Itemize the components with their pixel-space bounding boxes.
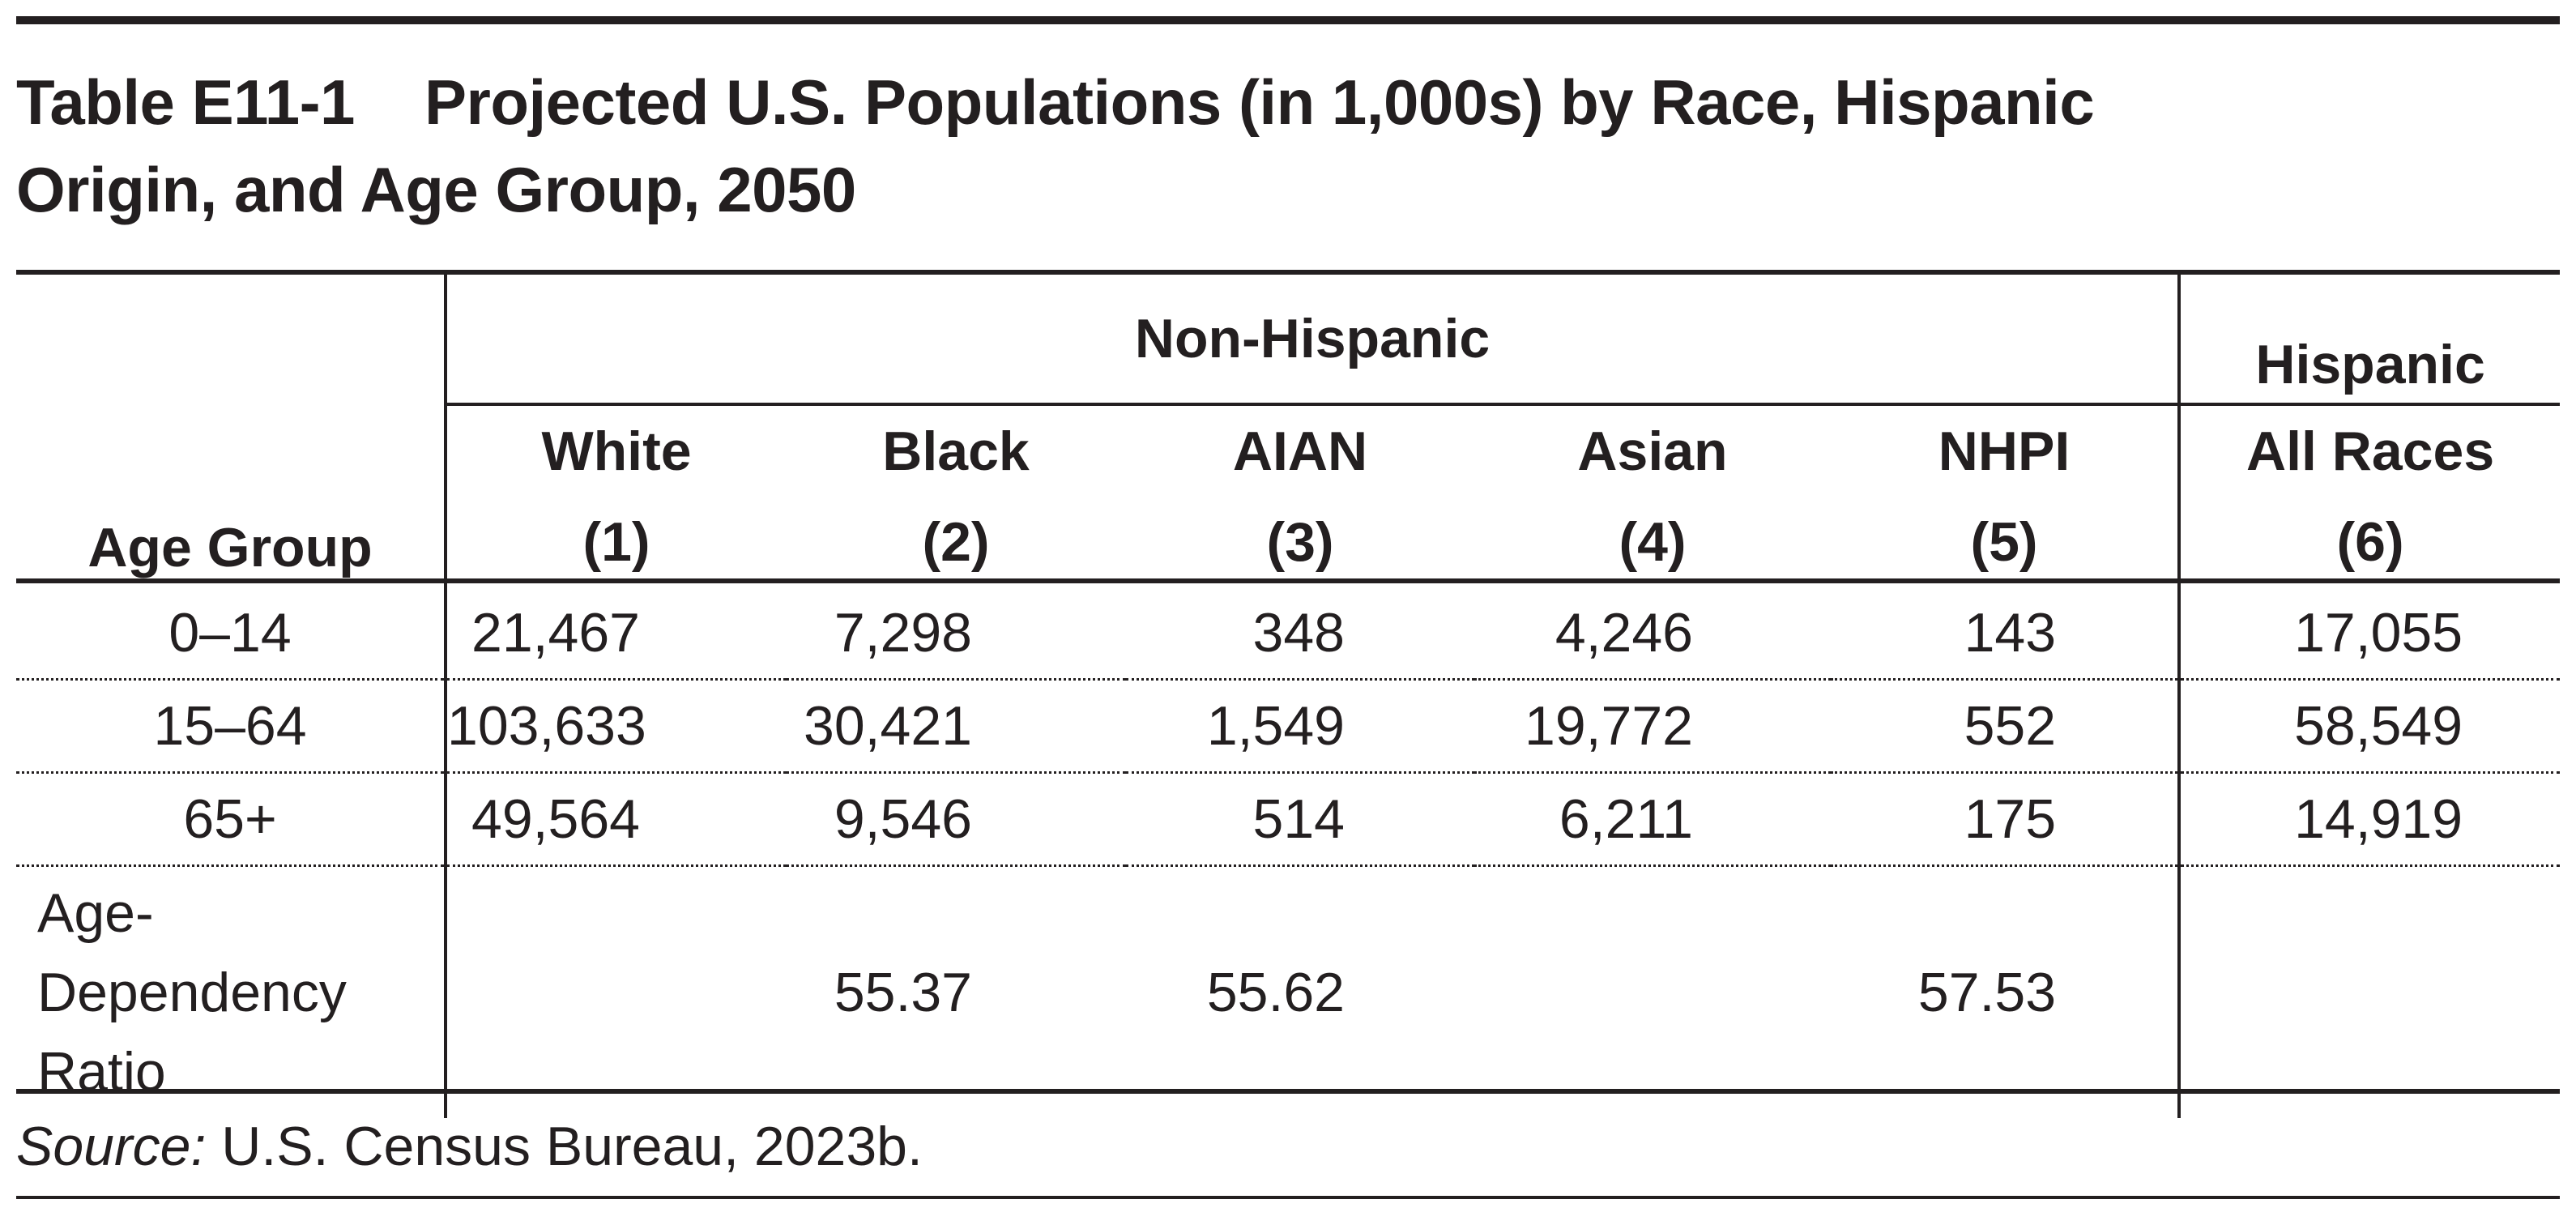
- header-hispanic: Hispanic: [2179, 275, 2561, 406]
- header-bottom-rule: [16, 578, 2560, 583]
- col-name: Black: [882, 420, 1030, 482]
- source-text: U.S. Census Bureau, 2023b.: [206, 1116, 923, 1177]
- col-number: (6): [2336, 511, 2404, 573]
- cell-all-races: [2179, 866, 2560, 1119]
- title-text-1: Projected U.S. Populations (in 1,000s) b…: [424, 66, 2095, 138]
- data-table: Age Group Non-Hispanic Hispanic White (1)…: [16, 275, 2561, 1119]
- cell-aian: 514: [1126, 772, 1474, 867]
- cell-black: 55.37: [834, 962, 972, 1023]
- source-bottom-rule: [16, 1196, 2560, 1199]
- cell-white: 49,564: [446, 772, 786, 867]
- col-number: (3): [1266, 511, 1334, 573]
- table-row: 0–14 21,467 7,298 348 4,246 143 17,055: [16, 587, 2561, 681]
- cell-asian: 6,211: [1474, 772, 1831, 867]
- table-title: Table E11-1 Projected U.S. Populations (i…: [16, 58, 2527, 233]
- col-name: NHPI: [1938, 420, 2071, 482]
- header-col-aian: AIAN (3): [1126, 404, 1474, 587]
- header-col-black: Black (2): [786, 404, 1126, 587]
- cell-aian: 55.62: [1206, 962, 1345, 1023]
- title-line-1: Table E11-1 Projected U.S. Populations (i…: [16, 58, 2527, 146]
- table-page: Table E11-1 Projected U.S. Populations (i…: [16, 16, 2561, 1209]
- cell-nhpi: 57.53: [1831, 865, 2181, 1118]
- col-name: All Races: [2245, 420, 2495, 482]
- col-name: AIAN: [1232, 420, 1368, 482]
- header-age-group: Age Group: [16, 275, 447, 587]
- source-label: Source:: [16, 1116, 207, 1177]
- top-rule: [16, 16, 2560, 24]
- header-top-rule: [16, 270, 2560, 275]
- ratio-label-line: Ratio: [37, 1041, 166, 1103]
- cell-nhpi: 143: [1831, 587, 2181, 681]
- header-col-nhpi: NHPI (5): [1831, 404, 2181, 587]
- cell-asian: 19,772: [1474, 679, 1831, 774]
- cell-all-races: 17,055: [2179, 587, 2561, 681]
- table-row-ratio: Age- Dependency Ratio 55.37 55.62 57.53: [16, 865, 2560, 1119]
- table-bottom-rule: [16, 1089, 2560, 1094]
- col-name: White: [541, 420, 692, 482]
- ratio-label-line: Age-: [37, 882, 154, 944]
- header-col-asian: Asian (4): [1474, 404, 1831, 587]
- row-age-label: 0–14: [16, 587, 447, 681]
- ratio-row-label: Age- Dependency Ratio: [16, 865, 447, 1118]
- cell-all-races: 14,919: [2179, 772, 2561, 867]
- cell-nhpi: 175: [1831, 772, 2181, 867]
- source-note: Source: U.S. Census Bureau, 2023b.: [16, 1110, 923, 1183]
- cell-nhpi: 552: [1831, 679, 2181, 774]
- ratio-label-line: Dependency: [37, 962, 347, 1023]
- col-number: (5): [1970, 511, 2038, 573]
- col-name: Asian: [1577, 420, 1728, 482]
- col-number: (2): [922, 511, 990, 573]
- cell-asian: [1474, 866, 1831, 1119]
- cell-black: 30,421: [786, 679, 1126, 774]
- cell-aian: 1,549: [1126, 679, 1474, 774]
- header-non-hispanic: Non-Hispanic: [446, 275, 2181, 406]
- header-col-white: White (1): [446, 404, 786, 587]
- cell-white: 21,467: [446, 587, 786, 681]
- title-line-2: Origin, and Age Group, 2050: [16, 154, 856, 225]
- cell-black: 9,546: [786, 772, 1126, 867]
- table-row: 65+ 49,564 9,546 514 6,211 175 14,919: [16, 772, 2561, 867]
- row-age-label: 15–64: [16, 679, 447, 774]
- cell-white: 103,633: [446, 679, 786, 774]
- row-age-label: 65+: [16, 772, 447, 867]
- cell-all-races: 58,549: [2179, 679, 2561, 774]
- col-number: (1): [582, 511, 650, 573]
- header-col-all-races: All Races (6): [2179, 404, 2560, 587]
- cell-asian: 4,246: [1474, 587, 1831, 681]
- cell-aian: 348: [1126, 587, 1474, 681]
- table-number: Table E11-1: [16, 66, 355, 138]
- cell-white: [446, 866, 786, 1119]
- cell-black: 7,298: [786, 587, 1126, 681]
- col-number: (4): [1619, 511, 1687, 573]
- table-row: 15–64 103,633 30,421 1,549 19,772 552 58…: [16, 679, 2561, 774]
